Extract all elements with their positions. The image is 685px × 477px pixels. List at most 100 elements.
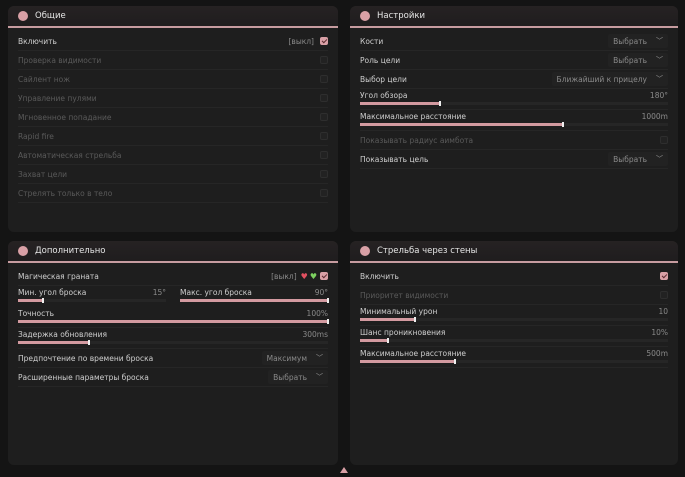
setting-row: Выбор цели Ближайший к прицелу ﹀ [360, 70, 668, 89]
person-icon [18, 11, 28, 21]
dropdown[interactable]: Максимум ﹀ [261, 351, 328, 365]
slider-track[interactable] [18, 319, 329, 324]
dropdown[interactable]: Ближайший к прицелу ﹀ [551, 72, 668, 86]
dropdown[interactable]: Выбрать ﹀ [268, 370, 328, 384]
heart-icon[interactable]: ♥ [309, 271, 317, 281]
checkbox[interactable] [320, 113, 328, 121]
checkbox[interactable] [320, 189, 328, 197]
slider-value: 180° [649, 91, 668, 100]
panel-settings: Настройки Кости Выбрать ﹀ Роль цели Выбрать ﹀… [350, 6, 678, 232]
checkbox[interactable] [660, 272, 668, 280]
setting-row: Приоритет видимости [360, 286, 668, 305]
dropdown-value: Выбрать [273, 372, 307, 382]
setting-label: Роль цели [360, 55, 401, 65]
setting-row: Захват цели [18, 165, 328, 184]
min-angle-slider[interactable]: Мин. угол броска 15° [18, 286, 166, 307]
slider-track[interactable] [360, 122, 668, 127]
checkbox[interactable] [320, 151, 328, 159]
setting-row: Rapid fire [18, 127, 328, 146]
checkbox[interactable] [320, 75, 328, 83]
keybind[interactable]: [выкл] [288, 36, 314, 46]
slider[interactable]: Минимальный урон 10 [360, 305, 668, 326]
slider[interactable]: Максимальное расстояние 500m [360, 347, 668, 368]
dropdown-value: Выбрать [613, 154, 647, 164]
setting-row: Автоматическая стрельба [18, 146, 328, 165]
checkbox[interactable] [320, 56, 328, 64]
grenade-keybind[interactable]: [выкл] [271, 271, 297, 281]
setting-label: Предпочтение по времени броска [18, 353, 154, 363]
panel-header: Дополнительно [8, 241, 338, 263]
max-angle-slider[interactable]: Макс. угол броска 90° [180, 286, 329, 307]
setting-row: Стрелять только в тело [18, 184, 328, 203]
slider[interactable]: Задержка обновления 300ms [18, 328, 328, 349]
slider-track[interactable] [360, 338, 668, 343]
slider-label: Максимальное расстояние [360, 349, 467, 358]
slider-label: Задержка обновления [18, 330, 108, 339]
setting-row: Управление пулями [18, 89, 328, 108]
expand-arrow-icon[interactable] [340, 467, 348, 473]
dropdown-value: Максимум [266, 353, 307, 363]
setting-row: Кости Выбрать ﹀ [360, 32, 668, 51]
slider-value: 10 [658, 307, 668, 316]
panel-wallbang: Стрельба через стены Включить Приоритет в… [350, 241, 678, 465]
checkbox[interactable] [320, 170, 328, 178]
setting-label: Приоритет видимости [360, 290, 449, 300]
slider-label: Максимальное расстояние [360, 112, 467, 121]
checkbox[interactable] [320, 94, 328, 102]
setting-row: Проверка видимости [18, 51, 328, 70]
dropdown[interactable]: Выбрать ﹀ [608, 53, 668, 67]
slider[interactable]: Максимальное расстояние 1000m [360, 110, 668, 131]
setting-row: Включить [360, 267, 668, 286]
slider-label: Точность [18, 309, 55, 318]
panel-header: Настройки [350, 6, 678, 28]
heart-icon[interactable]: ♥ [300, 271, 308, 281]
setting-label: Rapid fire [18, 131, 54, 141]
panel-general: Общие Включить [выкл] Проверка видимости Са… [8, 6, 338, 232]
gear-icon [360, 246, 370, 256]
checkbox[interactable] [320, 37, 328, 45]
setting-label: Сайлент нож [18, 74, 71, 84]
setting-label: Захват цели [18, 169, 67, 179]
setting-label: Стрелять только в тело [18, 188, 113, 198]
slider-value: 90° [314, 288, 328, 297]
slider-value: 300ms [302, 330, 328, 339]
checkbox[interactable] [660, 136, 668, 144]
dropdown[interactable]: Выбрать ﹀ [608, 34, 668, 48]
setting-label: Проверка видимости [18, 55, 102, 65]
slider-fill [360, 359, 457, 364]
slider-label: Мин. угол броска [18, 288, 87, 297]
chevron-down-icon: ﹀ [316, 373, 323, 381]
slider[interactable]: Угол обзора 180° [360, 89, 668, 110]
grenade-row: Магическая граната [выкл] ♥ ♥ [18, 267, 328, 286]
slider[interactable]: Шанс проникновения 10% [360, 326, 668, 347]
slider-track[interactable] [18, 340, 328, 345]
slider-fill [360, 122, 565, 127]
checkbox[interactable] [320, 132, 328, 140]
gear-icon [360, 11, 370, 21]
setting-row: Роль цели Выбрать ﹀ [360, 51, 668, 70]
chevron-down-icon: ﹀ [316, 354, 323, 362]
checkbox[interactable] [660, 291, 668, 299]
grenade-checkbox[interactable] [320, 272, 328, 280]
slider-track[interactable] [360, 317, 668, 322]
panel-title: Общие [35, 11, 66, 21]
slider-value: 1000m [641, 112, 668, 121]
setting-label: Выбор цели [360, 74, 407, 84]
slider[interactable]: Точность 100% [18, 307, 329, 328]
setting-label: Управление пулями [18, 93, 97, 103]
slider-fill [360, 101, 442, 106]
slider-fill [360, 317, 417, 322]
setting-label: Включить [18, 36, 57, 46]
panel-title: Стрельба через стены [377, 246, 478, 256]
chevron-down-icon: ﹀ [656, 56, 663, 64]
person-icon [18, 246, 28, 256]
slider-value: 100% [306, 309, 328, 318]
slider-value: 15° [152, 288, 166, 297]
dropdown[interactable]: Выбрать ﹀ [608, 152, 668, 166]
setting-label: Кости [360, 36, 384, 46]
slider-track[interactable] [360, 359, 668, 364]
slider-track[interactable] [360, 101, 668, 106]
setting-label: Показывать цель [360, 154, 429, 164]
setting-label: Расширенные параметры броска [18, 372, 149, 382]
dropdown-value: Выбрать [613, 36, 647, 46]
